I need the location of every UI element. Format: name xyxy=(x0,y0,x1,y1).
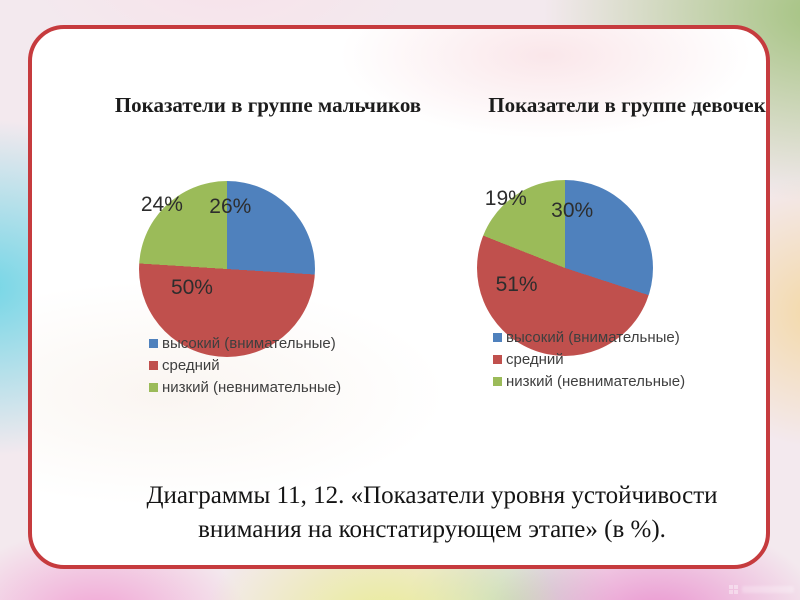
watermark-text-blur xyxy=(742,586,794,593)
legend-label: низкий (невнимательные) xyxy=(506,372,686,390)
pie-chart-girls xyxy=(477,180,653,356)
caption-line-2: внимания на констатирующем этапе» (в %). xyxy=(198,516,666,543)
pie-chart-boys xyxy=(139,181,315,357)
legend-label: средний xyxy=(162,356,220,374)
pie-slice-label: 51% xyxy=(495,272,538,296)
watermark xyxy=(729,585,794,594)
legend-item: средний xyxy=(493,348,685,370)
pie-slice-label: 24% xyxy=(140,192,183,216)
pie-slice-label: 26% xyxy=(209,194,252,218)
legend-item: высокий (внимательные) xyxy=(149,332,341,354)
legend-label: высокий (внимательные) xyxy=(506,328,680,346)
slide-card: Показатели в группе мальчиков Показатели… xyxy=(28,25,770,569)
pie-slice-label: 30% xyxy=(551,198,594,222)
figure-caption: Диаграммы 11, 12. «Показатели уровня уст… xyxy=(80,479,784,547)
grid-icon xyxy=(729,585,738,594)
legend-label: высокий (внимательные) xyxy=(162,334,336,352)
pie-slice-label: 50% xyxy=(170,276,213,300)
legend-label: низкий (невнимательные) xyxy=(162,378,342,396)
legend-item: низкий (невнимательные) xyxy=(493,370,685,392)
legend-swatch-icon xyxy=(493,332,502,342)
legend-item: высокий (внимательные) xyxy=(493,326,685,348)
legend-girls: высокий (внимательные) средний низкий (нев… xyxy=(493,326,685,392)
legend-swatch-icon xyxy=(149,338,158,348)
legend-item: низкий (невнимательные) xyxy=(149,376,341,398)
legend-label: средний xyxy=(506,350,564,368)
legend-swatch-icon xyxy=(149,360,158,370)
legend-swatch-icon xyxy=(493,354,502,364)
legend-item: средний xyxy=(149,354,341,376)
pie-slice-label: 19% xyxy=(484,186,527,210)
chart-title-girls: Показатели в группе девочек xyxy=(488,93,766,117)
legend-swatch-icon xyxy=(493,376,502,386)
caption-line-1: Диаграммы 11, 12. «Показатели уровня уст… xyxy=(146,482,718,509)
chart-title-boys: Показатели в группе мальчиков xyxy=(114,93,422,117)
legend-swatch-icon xyxy=(149,382,158,392)
legend-boys: высокий (внимательные) средний низкий (нев… xyxy=(149,332,341,398)
